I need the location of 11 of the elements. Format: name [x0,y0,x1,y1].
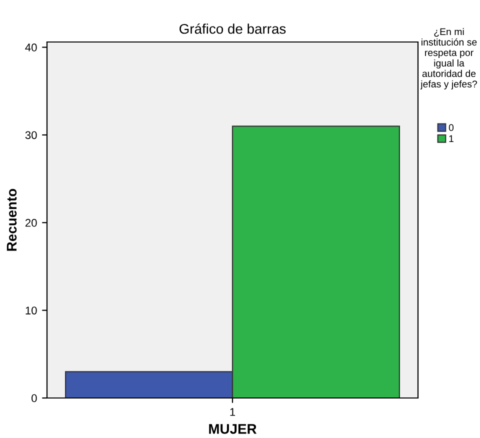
y-axis-title: Recuento [6,188,17,251]
legend-label: 1 [449,135,454,142]
y-tick-label: 40 [25,44,37,52]
y-tick-label: 20 [25,218,37,227]
y-tick-label: 0 [32,394,37,402]
y-tick-label: 30 [25,131,37,140]
y-tick-label: 10 [26,306,37,314]
legend-label: 0 [448,124,454,132]
x-axis-title: MUJER [209,424,257,434]
legend-title: ¿En mi institución se respeta por igual la autoridad de jefas y jefes? [420,28,478,90]
chart-title: Gráfico de barras [180,23,286,34]
